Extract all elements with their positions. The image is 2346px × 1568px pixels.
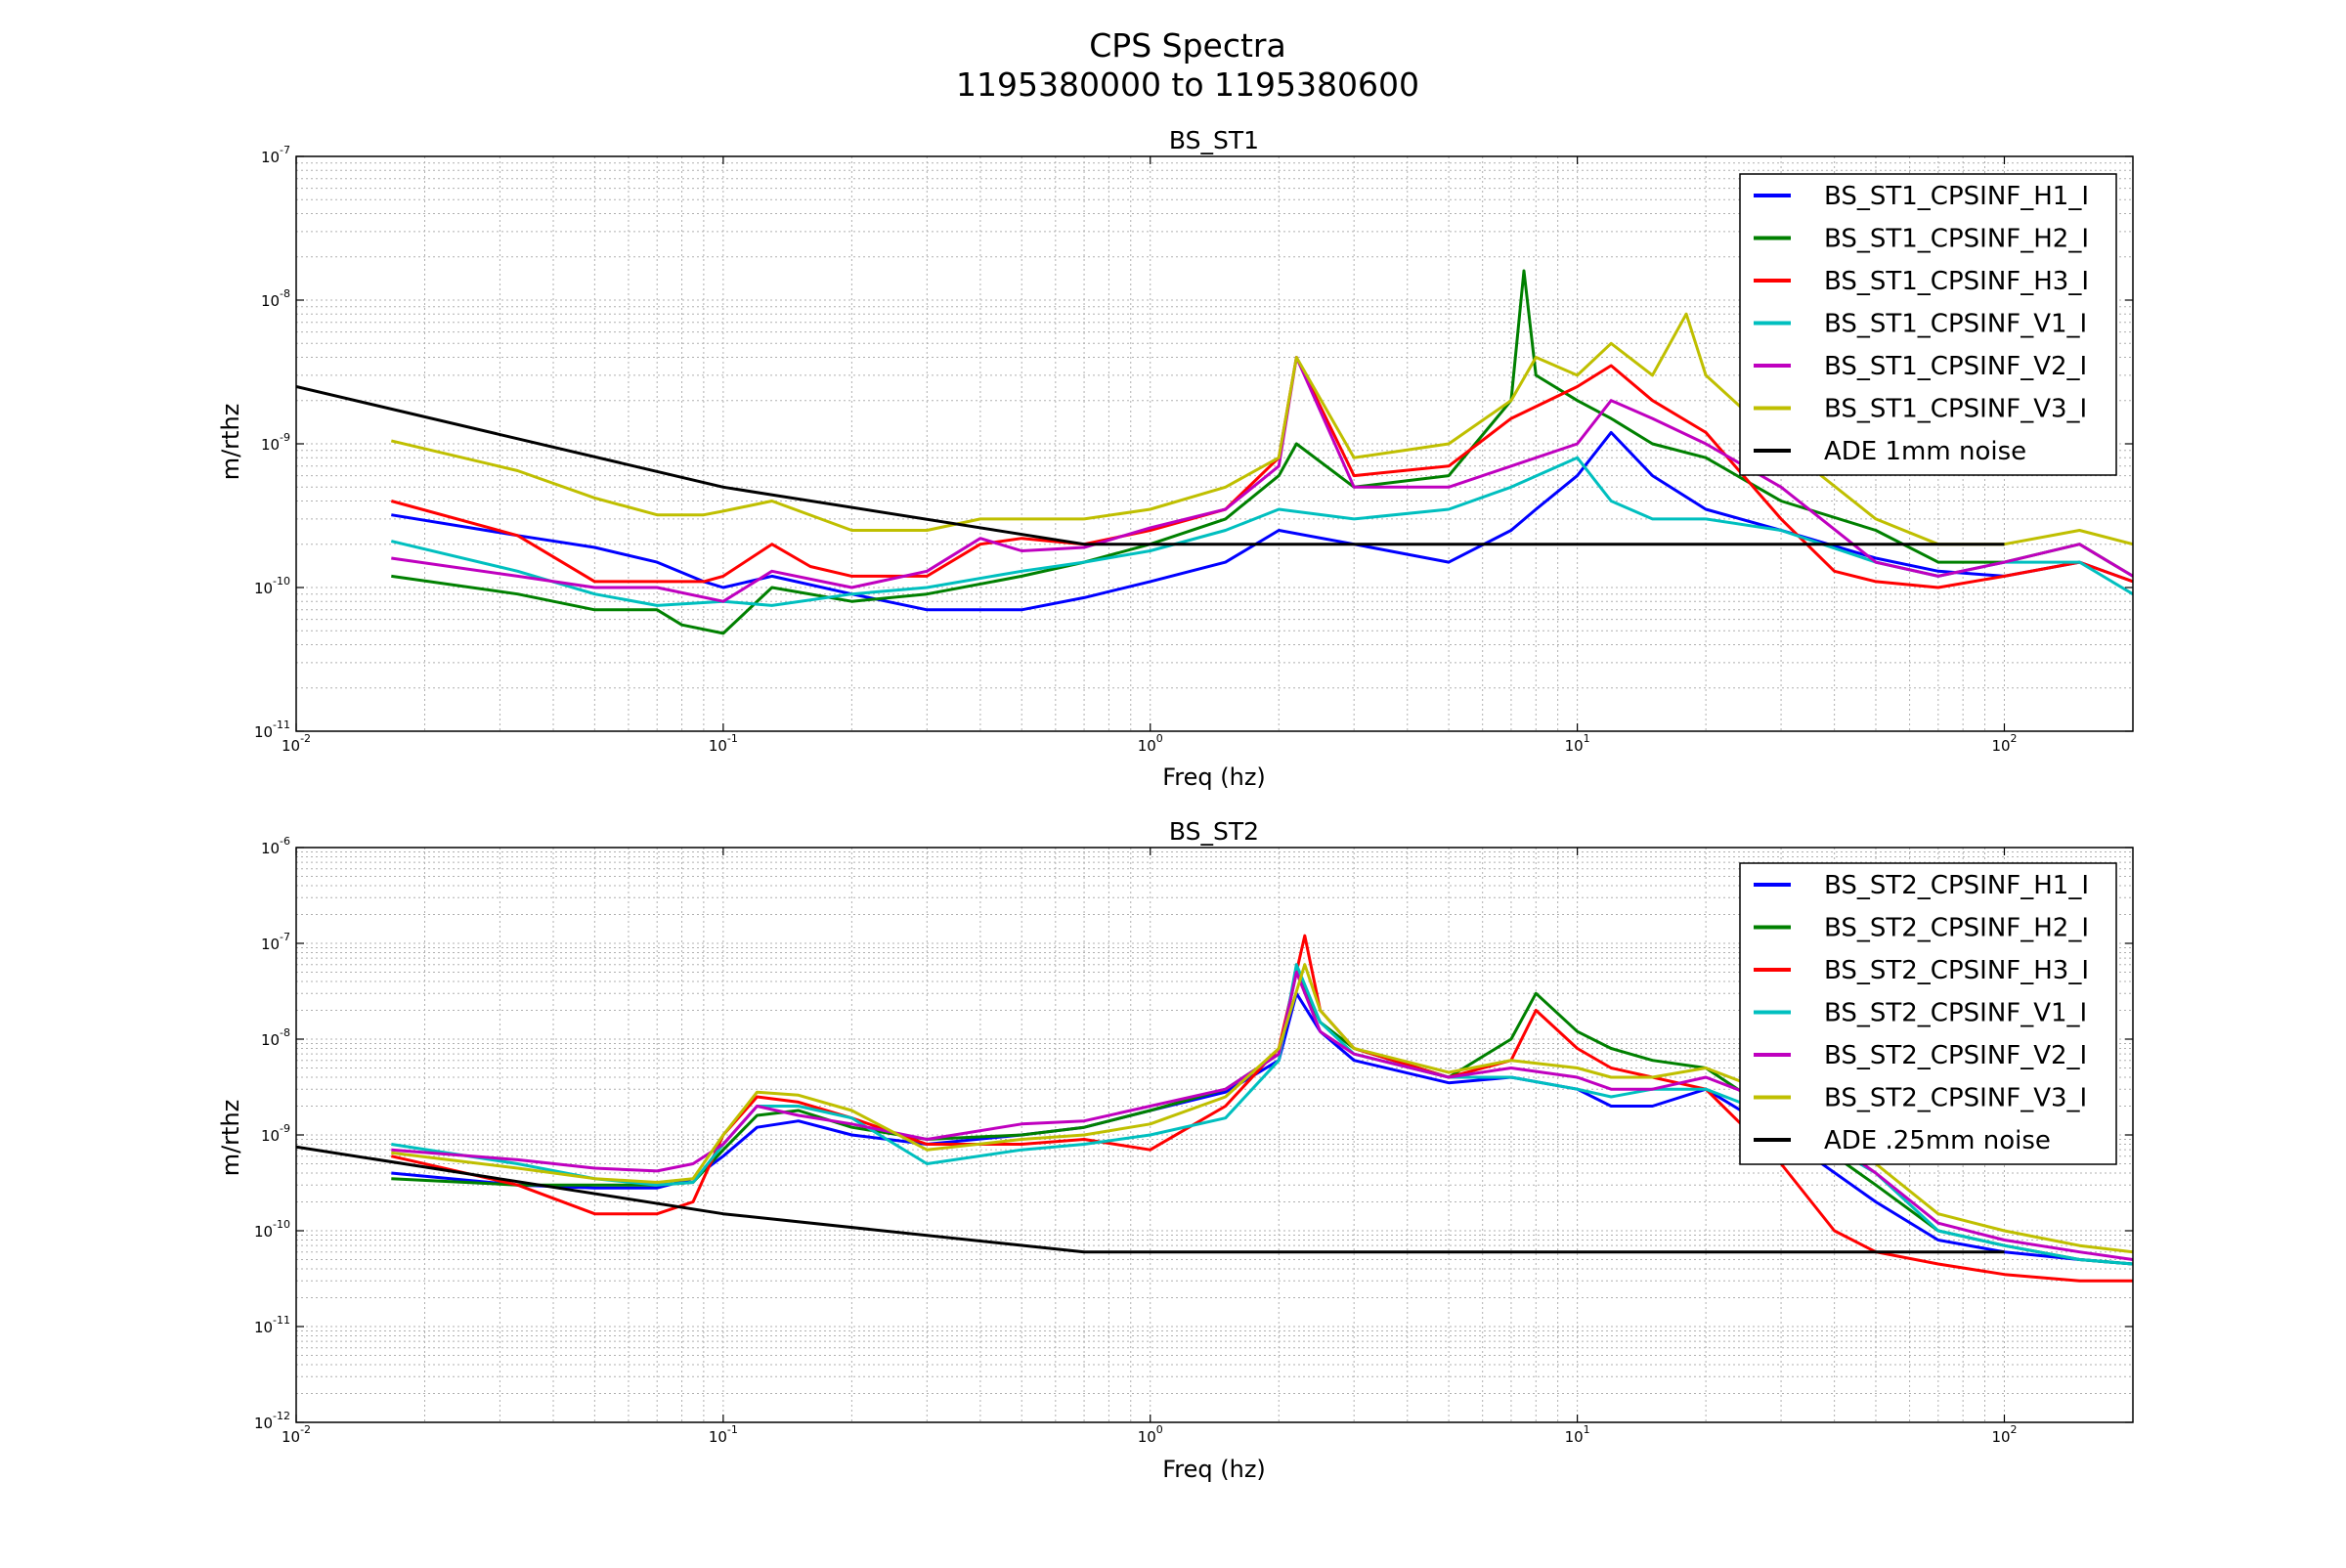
legend-label: BS_ST1_CPSINF_V1_I [1824, 310, 2087, 339]
y-tick-label: 10-10 [254, 575, 290, 597]
legend-label: BS_ST2_CPSINF_V2_I [1824, 1041, 2087, 1070]
legend-label: BS_ST2_CPSINF_H2_I [1824, 914, 2089, 943]
legend-label: ADE .25mm noise [1824, 1126, 2051, 1155]
y-tick-label: 10-10 [254, 1218, 290, 1241]
legend: BS_ST1_CPSINF_H1_I BS_ST1_CPSINF_H2_I BS_S… [1739, 173, 2117, 476]
x-axis-label: Freq (hz) [1162, 763, 1266, 791]
series-line-ade-1mm-noise [296, 385, 2005, 546]
x-tick-label: 10-1 [709, 1423, 738, 1446]
y-tick-label: 10-8 [261, 1026, 290, 1049]
legend-label: BS_ST1_CPSINF_V3_I [1824, 395, 2087, 424]
legend-label: BS_ST1_CPSINF_V2_I [1824, 352, 2087, 381]
y-tick-label: 10-11 [254, 1314, 290, 1336]
legend-label: BS_ST2_CPSINF_V1_I [1824, 999, 2087, 1028]
chart-title: BS_ST1 [1169, 126, 1259, 154]
y-tick-label: 10-12 [254, 1410, 290, 1432]
y-tick-label: 10-9 [261, 431, 290, 454]
figure-title-line2: 1195380000 to 1195380600 [956, 65, 1419, 104]
series-line-bs-st1-cpsinf-h2-i [391, 269, 2133, 635]
x-axis-label: Freq (hz) [1162, 1456, 1266, 1483]
legend-label: BS_ST2_CPSINF_H3_I [1824, 956, 2089, 985]
y-tick-label: 10-7 [261, 144, 290, 166]
legend-label: ADE 1mm noise [1824, 437, 2026, 466]
legend: BS_ST2_CPSINF_H1_I BS_ST2_CPSINF_H2_I BS_S… [1739, 862, 2117, 1165]
legend-box [1739, 173, 2117, 476]
x-tick-label: 100 [1138, 732, 1163, 755]
chart-bs-st1: BS_ST1 10-2 10-1 100 101 102 10-11 10-10 10-9 10… [217, 126, 2134, 791]
x-tick-label: 101 [1565, 732, 1590, 755]
legend-box [1739, 862, 2117, 1165]
legend-label: BS_ST1_CPSINF_H1_I [1824, 182, 2089, 211]
legend-label: BS_ST2_CPSINF_V3_I [1824, 1084, 2087, 1113]
x-tick-label: 100 [1138, 1423, 1163, 1446]
chart-title: BS_ST2 [1169, 817, 1259, 846]
x-tick-label: 10-2 [282, 1423, 311, 1446]
y-axis-label: m/rthz [217, 404, 244, 481]
legend-label: BS_ST2_CPSINF_H1_I [1824, 871, 2089, 900]
legend-label: BS_ST1_CPSINF_H2_I [1824, 225, 2089, 254]
y-tick-label: 10-11 [254, 719, 290, 741]
y-tick-label: 10-7 [261, 931, 290, 953]
x-tick-label: 10-1 [709, 732, 738, 755]
y-tick-label: 10-9 [261, 1122, 290, 1145]
series-line-ade-25mm-noise [296, 1145, 2005, 1254]
legend-label: BS_ST1_CPSINF_H3_I [1824, 267, 2089, 296]
chart-bs-st2: BS_ST2 10-2 10-1 100 101 102 10-12 10-11 10-10 1… [217, 817, 2134, 1483]
x-tick-label: 102 [1991, 732, 2017, 755]
series-line-bs-st1-cpsinf-v1-i [390, 456, 2133, 607]
x-tick-label: 102 [1991, 1423, 2017, 1446]
y-tick-label: 10-8 [261, 287, 290, 310]
x-tick-label: 10-2 [282, 732, 311, 755]
figure-title-line1: CPS Spectra [1089, 26, 1285, 65]
x-tick-label: 101 [1565, 1423, 1590, 1446]
y-tick-label: 10-6 [261, 835, 290, 857]
y-axis-label: m/rthz [217, 1100, 244, 1177]
